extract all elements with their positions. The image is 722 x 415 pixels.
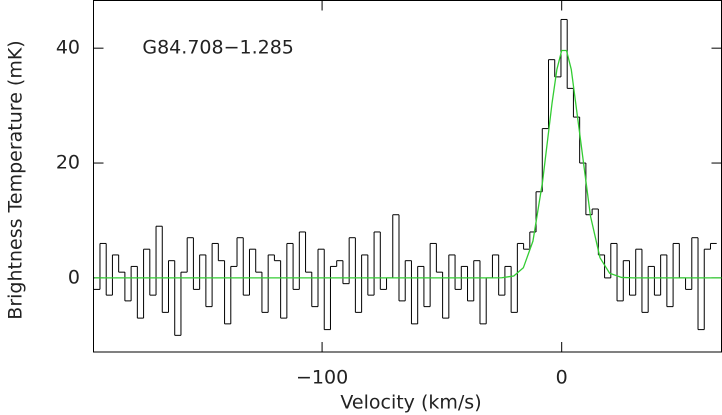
y-tick-label: 40 bbox=[56, 37, 80, 59]
fit-line bbox=[94, 49, 722, 279]
y-tick-label: 0 bbox=[68, 266, 80, 288]
step-connector bbox=[99, 19, 711, 336]
y-tick-label: 20 bbox=[56, 152, 80, 174]
x-tick-label: 0 bbox=[556, 367, 568, 389]
y-axis-label: Brightness Temperature (mK) bbox=[5, 40, 27, 319]
annotation: G84.708−1.285 bbox=[142, 37, 294, 59]
x-tick-label: −100 bbox=[296, 367, 348, 389]
x-axis-label: Velocity (km/s) bbox=[340, 392, 481, 414]
